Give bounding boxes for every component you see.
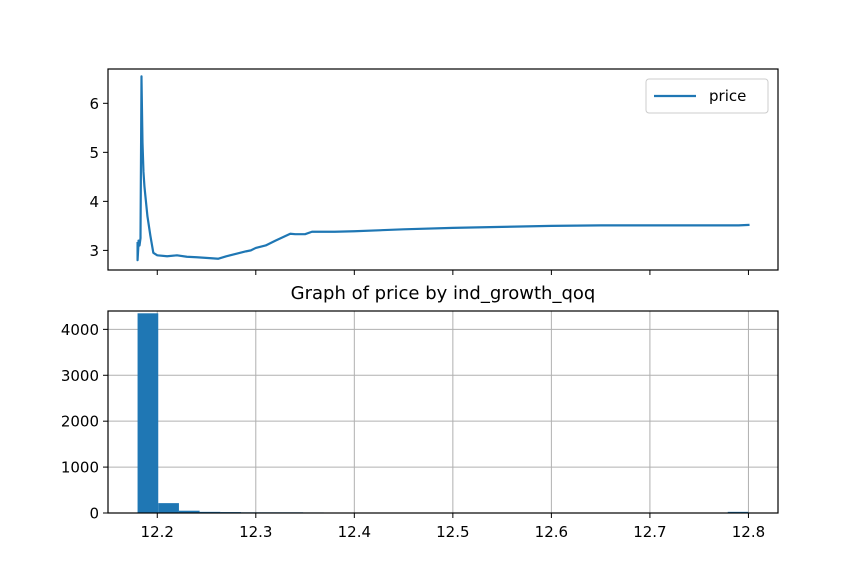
- y-tick-label: 3000: [61, 367, 99, 385]
- y-tick-label: 0: [89, 505, 99, 523]
- price-series-line: [136, 75, 750, 262]
- y-tick-label: 1000: [61, 459, 99, 477]
- histogram-bar: [178, 510, 200, 513]
- histogram-plot-area: [108, 311, 778, 513]
- y-tick-label: 4: [89, 193, 99, 211]
- y-tick-label: 5: [89, 144, 99, 162]
- histogram-frame: [107, 310, 779, 514]
- y-tick-label: 4000: [61, 321, 99, 339]
- y-tick-label: 6: [89, 95, 99, 113]
- histogram-axes: Graph of price by ind_growth_qoq 12.2 12.…: [61, 283, 779, 541]
- histogram-x-ticks: 12.2 12.3 12.4 12.5 12.6 12.7 12.8: [141, 513, 765, 541]
- line-chart-frame: [107, 68, 779, 271]
- x-tick-label: 12.4: [338, 523, 371, 541]
- x-tick-label: 12.5: [436, 523, 469, 541]
- legend: price: [645, 78, 769, 114]
- histogram-bar: [158, 503, 179, 513]
- histogram-title: Graph of price by ind_growth_qoq: [291, 283, 596, 304]
- histogram-y-ticks: 0 1000 2000 3000 4000: [61, 321, 108, 523]
- line-chart-axes: 3 4 5 6 price: [89, 68, 779, 275]
- x-tick-label: 12.8: [732, 523, 765, 541]
- x-tick-label: 12.6: [535, 523, 568, 541]
- legend-label-price: price: [709, 87, 746, 105]
- legend-box: [645, 78, 769, 114]
- x-tick-label: 12.3: [239, 523, 272, 541]
- line-chart-y-ticks: 3 4 5 6: [89, 95, 108, 260]
- y-tick-label: 2000: [61, 413, 99, 431]
- x-tick-label: 12.7: [633, 523, 666, 541]
- y-tick-label: 3: [89, 242, 99, 260]
- x-tick-label: 12.2: [141, 523, 174, 541]
- line-chart-x-ticks: [156, 270, 749, 275]
- histogram-bar: [137, 313, 159, 513]
